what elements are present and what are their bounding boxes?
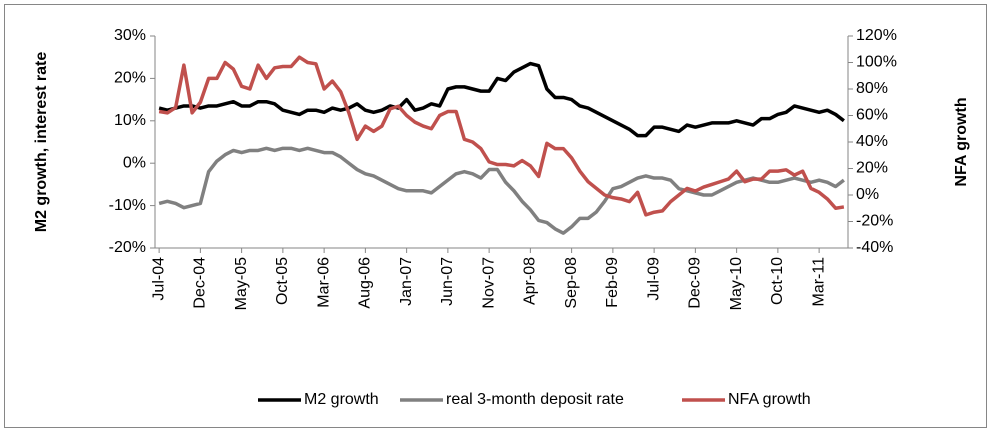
y2-tick-label: 100% — [856, 54, 897, 71]
y2-tick-label: 60% — [856, 107, 888, 124]
y2-tick-label: 0% — [856, 186, 879, 203]
x-tick-label: Jul-04 — [150, 257, 167, 301]
x-tick-label: Sep-08 — [563, 257, 580, 309]
x-tick-label: Aug-06 — [357, 257, 374, 309]
y2-axis-title: NFA growth — [953, 97, 970, 186]
y-tick-label: 0% — [123, 154, 146, 171]
x-tick-label: Jan-07 — [398, 257, 415, 306]
y2-tick-label: -20% — [856, 213, 893, 230]
x-tick-label: May-05 — [233, 257, 250, 310]
x-tick-label: Apr-08 — [522, 257, 539, 305]
x-tick-label: Oct-10 — [769, 257, 786, 305]
x-tick-label: Mar-06 — [315, 257, 332, 308]
y2-tick-label: 20% — [856, 160, 888, 177]
chart-border — [4, 4, 987, 428]
y-tick-label: 30% — [114, 27, 146, 44]
y-tick-label: -10% — [109, 197, 146, 214]
y2-tick-label: -40% — [856, 239, 893, 256]
y-axis-title: M2 growth, interest rate — [33, 52, 50, 233]
x-tick-label: Nov-07 — [480, 257, 497, 309]
x-tick-label: Jun-07 — [439, 257, 456, 306]
y2-tick-label: 40% — [856, 133, 888, 150]
y-tick-label: 20% — [114, 70, 146, 87]
legend-label: NFA growth — [728, 391, 811, 408]
x-tick-label: Feb-09 — [604, 257, 621, 308]
x-tick-label: May-10 — [728, 257, 745, 310]
y2-tick-label: 120% — [856, 27, 897, 44]
legend-label: real 3-month deposit rate — [446, 391, 624, 408]
legend-label: M2 growth — [304, 391, 379, 408]
y-tick-label: 10% — [114, 112, 146, 129]
line-series — [158, 55, 845, 217]
x-tick-label: Dec-04 — [192, 257, 209, 309]
x-tick-label: Jul-09 — [645, 257, 662, 301]
y2-tick-label: 80% — [856, 80, 888, 97]
y-tick-label: -20% — [109, 239, 146, 256]
x-tick-label: Dec-09 — [687, 257, 704, 309]
x-tick-label: Oct-05 — [274, 257, 291, 305]
line-series — [158, 61, 845, 138]
line-series — [158, 146, 845, 235]
x-tick-label: Mar-11 — [810, 257, 827, 307]
